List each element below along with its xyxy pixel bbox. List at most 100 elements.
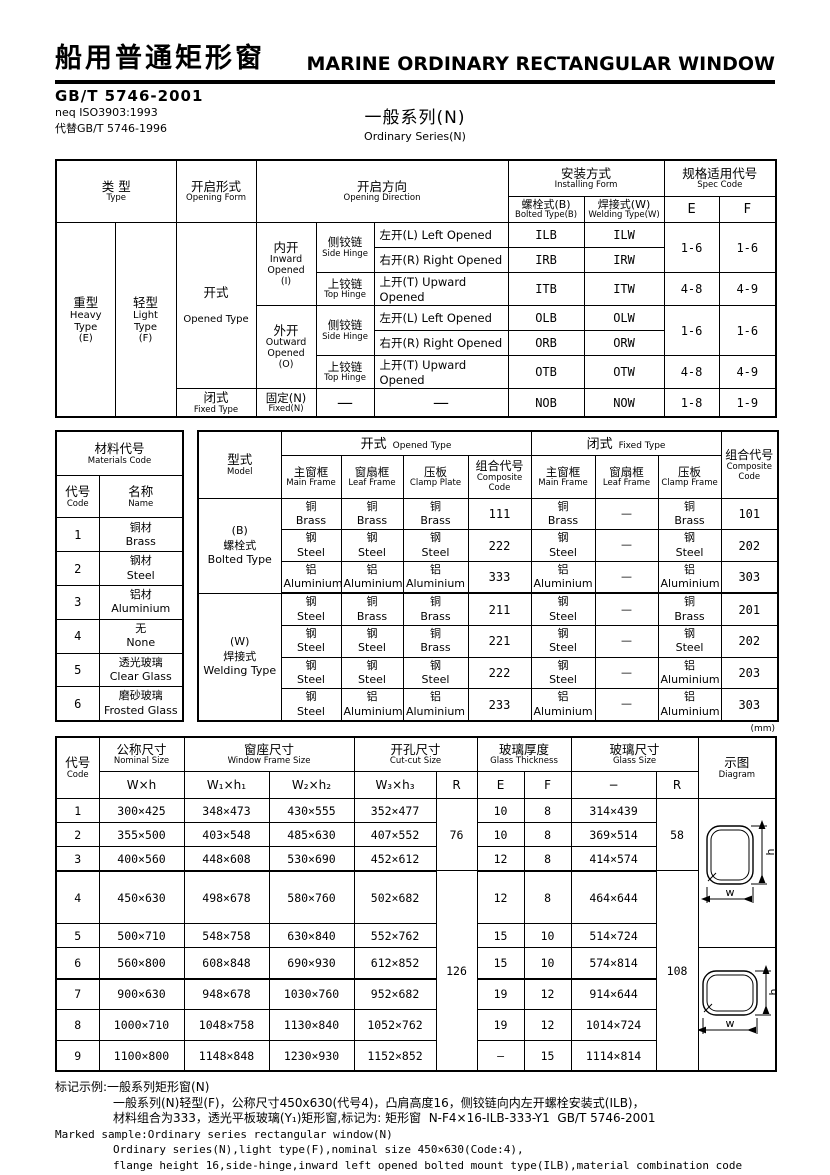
material-name: 磨砂玻璃 Frosted Glass: [98, 686, 184, 722]
cell-glass-size: 369×514: [570, 822, 657, 848]
header-leaf-frame: 窗扇框 Leaf Frame: [594, 454, 659, 499]
cell-composite: 333: [467, 560, 532, 595]
cell-material: —: [594, 688, 659, 722]
header-opened-type: 开式 Opened Type: [280, 430, 532, 456]
cell-dash: —: [315, 388, 375, 418]
cell-material: 铜 Brass: [530, 497, 596, 531]
cell-composite: 221: [467, 625, 532, 658]
header-composite-code: 组合代号 Composite Code: [467, 454, 532, 499]
cell-material: 铝 Aluminium: [530, 688, 596, 722]
cell-glass-radius: 108: [655, 870, 699, 1072]
row-code: 8: [55, 1009, 100, 1041]
cell-thick-f: 8: [523, 870, 572, 925]
cell-dim: 452×612: [353, 846, 437, 872]
cell-glass-size: 574×814: [570, 947, 657, 980]
cell-light-type: 轻型 Light Type (F): [114, 222, 177, 418]
spec-code-table: 类 型 Type 开启形式 Opening Form 开启方向 Opening Dir…: [55, 159, 778, 419]
cell-material: 铝 Aluminium: [657, 656, 722, 690]
note-line: flange height 16,side-hinge,inward left …: [113, 1158, 743, 1175]
cell-dim: 450×630: [98, 870, 185, 925]
cell-dim: 530×690: [268, 846, 355, 872]
header-installing-form: 安装方式 Installing Form: [507, 159, 665, 197]
cell-opened-type: 开式 Opened Type: [175, 222, 257, 390]
cell-dim: 403×548: [183, 822, 270, 848]
note-line: Marked sample:Ordinary series rectangula…: [55, 1127, 393, 1141]
cell-thick-f: 8: [523, 798, 572, 824]
cell-thick-f: 10: [523, 923, 572, 949]
header-nominal-size: 公称尺寸 Nominal Size: [98, 736, 185, 773]
header-r: R: [435, 771, 478, 800]
cell-material: —: [594, 592, 659, 627]
cell-material: 铝 Aluminium: [280, 560, 342, 595]
cell-thick-f: 10: [523, 947, 572, 980]
w-dimension-label: w: [725, 1017, 734, 1030]
cell-composite: 303: [720, 688, 779, 722]
cell-direction: 右开(R) Right Opened: [373, 330, 509, 357]
cell-spec: 1-9: [718, 388, 777, 418]
cell-code: IRW: [583, 247, 665, 274]
series-title-cn: 一般系列(N): [364, 108, 466, 128]
cell-spec: 4-8: [663, 355, 720, 390]
material-name: 无 None: [98, 618, 184, 654]
middle-tables: 材料代号 Materials Code 代号 Code 名称 Name 1 铜材 Bra…: [55, 430, 780, 722]
material-name: 铝材 Aluminium: [98, 585, 184, 620]
row-code: 5: [55, 923, 100, 949]
cell-dim: 1030×760: [268, 978, 355, 1011]
cell-thick-f: 12: [523, 1009, 572, 1041]
cell-thick-f: 12: [523, 978, 572, 1011]
cell-dim: 352×477: [353, 798, 437, 824]
cell-dim: 612×852: [353, 947, 437, 980]
header-main-frame: 主窗框 Main Frame: [280, 454, 342, 499]
group-bolted: (B) 螺栓式 Bolted Type: [197, 497, 282, 594]
cell-code: NOW: [583, 388, 665, 418]
cell-spec: 1-6: [663, 305, 720, 357]
standard-block: GB/T 5746-2001 neq ISO3903:1993 代替GB/T 5…: [55, 87, 775, 136]
header-model: 型式 Model: [197, 430, 282, 499]
row-code: 4: [55, 870, 100, 925]
header-glass-thickness: 玻璃厚度 Glass Thickness: [476, 736, 572, 773]
dimensions-table: 代号 Code 公称尺寸 Nominal Size 窗座尺寸 Window Frame…: [55, 735, 778, 1073]
cell-spec: 4-9: [718, 355, 777, 390]
cell-side-hinge: 侧铰链 Side Hinge: [315, 305, 375, 357]
cell-thick-e: 19: [476, 1009, 525, 1041]
cell-dim: 948×678: [183, 978, 270, 1011]
cell-code: ITW: [583, 272, 665, 307]
header-glass-size: 玻璃尺寸 Glass Size: [570, 736, 699, 773]
note-line: 材料组合为333，透光平板玻璃(Y₁)矩形窗,标记为: 矩形窗 N-F4×16-…: [113, 1111, 656, 1126]
header-clamp-plate: 压板 Clamp Plate: [402, 454, 469, 499]
row-code: 9: [55, 1039, 100, 1072]
header-fixed-type: 闭式 Fixed Type: [530, 430, 722, 456]
header-col-f: F: [718, 195, 777, 224]
cell-material: 铜 Brass: [657, 497, 722, 531]
cell-dim: 630×840: [268, 923, 355, 949]
cell-fixed-type: 闭式 Fixed Type: [175, 388, 257, 418]
series-title: 一般系列(N) Ordinary Series(N): [265, 103, 565, 143]
row-code: 3: [55, 846, 100, 872]
cell-material: 铝 Aluminium: [340, 560, 404, 595]
cell-dim: 355×500: [98, 822, 185, 848]
cell-code: ITB: [507, 272, 585, 307]
header-clamp-frame: 压板 Clamp Frame: [657, 454, 722, 499]
cell-dash: —: [373, 388, 509, 418]
header-composite-code: 组合代号 Composite Code: [720, 430, 779, 499]
cell-material: 钢 Steel: [280, 625, 342, 658]
note-line: 标记示例:一般系列矩形窗(N): [55, 1080, 210, 1095]
cell-code: IRB: [507, 247, 585, 274]
note-line: 一般系列(N)轻型(F)，公称尺寸450x630(代号4)，凸肩高度16，侧铰链…: [113, 1095, 645, 1110]
cell-material: 铝 Aluminium: [657, 688, 722, 722]
cell-dim: 560×800: [98, 947, 185, 980]
cell-material: 铜 Brass: [340, 497, 404, 531]
row-code: 1: [55, 798, 100, 824]
cell-material: 铜 Brass: [402, 592, 469, 627]
window-diagram-portrait: h w: [700, 820, 775, 904]
material-code: 2: [55, 551, 100, 587]
cell-dim: 952×682: [353, 978, 437, 1011]
header-e: E: [476, 771, 525, 800]
cell-dim: 348×473: [183, 798, 270, 824]
material-name: 钢材 Steel: [98, 551, 184, 587]
header-leaf-frame: 窗扇框 Leaf Frame: [340, 454, 404, 499]
header-glass-r: R: [655, 771, 699, 800]
header-opening-direction: 开启方向 Opening Direction: [255, 159, 509, 224]
group-welded: (W) 焊接式 Welding Type: [197, 592, 282, 722]
